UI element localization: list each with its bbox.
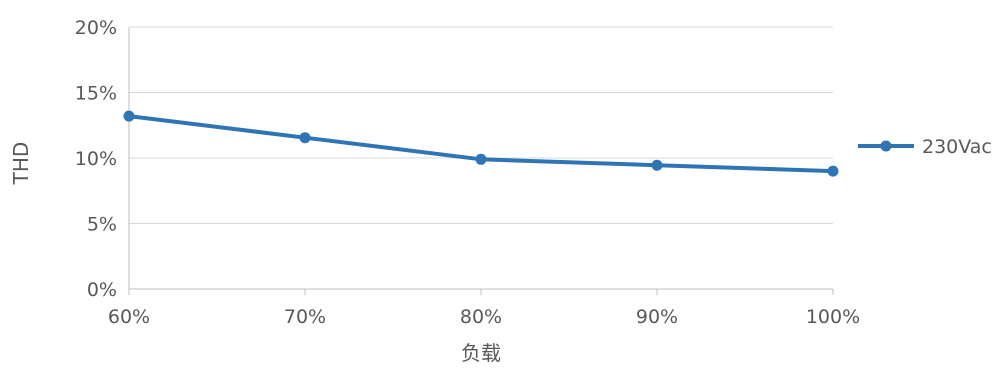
data-point bbox=[123, 110, 135, 122]
x-tick-label: 70% bbox=[284, 306, 326, 328]
y-tick-label: 10% bbox=[75, 148, 117, 170]
data-point bbox=[827, 165, 839, 177]
x-tick-label: 90% bbox=[636, 306, 678, 328]
y-axis-title: THD bbox=[9, 142, 33, 186]
x-tick-label: 80% bbox=[460, 306, 502, 328]
data-point bbox=[651, 159, 663, 171]
y-tick-label: 0% bbox=[87, 279, 117, 301]
axes: 0% 5% 10% 15% 20% 60% 70% 80% 90% 100% bbox=[75, 17, 860, 328]
legend: 230Vac bbox=[858, 136, 992, 158]
data-point bbox=[299, 132, 311, 144]
data-point bbox=[475, 153, 487, 165]
x-axis-title: 负载 bbox=[461, 341, 501, 365]
legend-label-230vac: 230Vac bbox=[922, 136, 992, 158]
legend-marker-230vac bbox=[880, 140, 892, 152]
x-tick-label: 60% bbox=[108, 306, 150, 328]
x-tick-label: 100% bbox=[806, 306, 860, 328]
series-layer bbox=[123, 110, 839, 177]
gridlines bbox=[129, 26, 833, 224]
y-tick-label: 15% bbox=[75, 83, 117, 105]
y-tick-label: 20% bbox=[75, 17, 117, 39]
y-tick-label: 5% bbox=[87, 214, 117, 236]
